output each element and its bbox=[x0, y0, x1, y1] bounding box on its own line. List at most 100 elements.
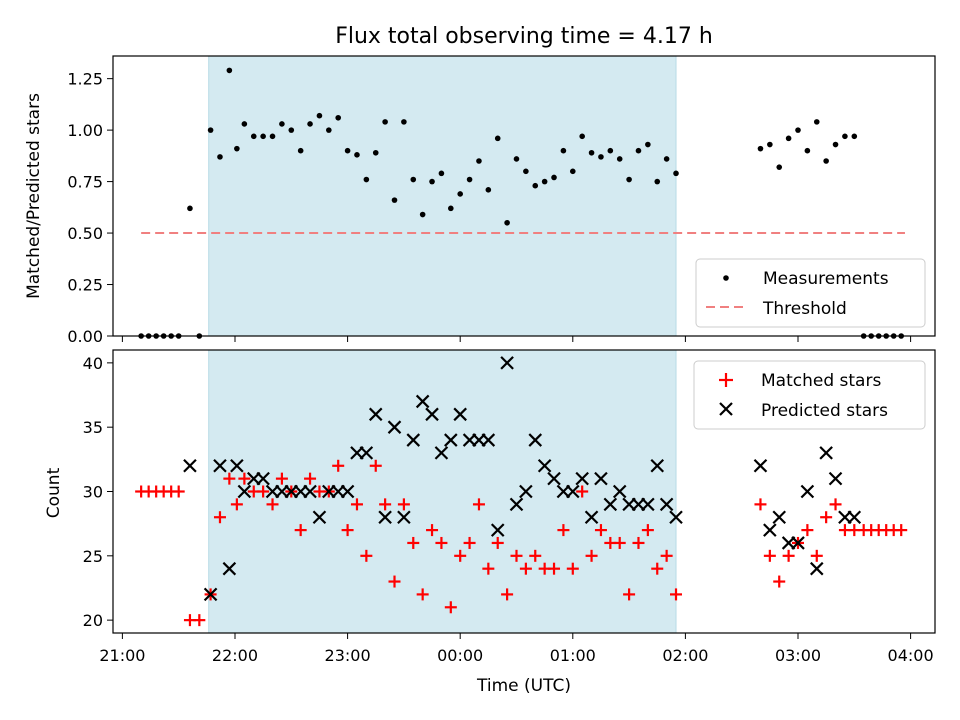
measurement-point bbox=[532, 182, 539, 189]
matched-star-point bbox=[230, 498, 243, 511]
predicted-star-point bbox=[406, 433, 421, 447]
matched-star-point bbox=[350, 498, 363, 511]
predicted-star-point bbox=[528, 433, 543, 447]
matched-star-point bbox=[379, 498, 392, 511]
matched-star-point bbox=[407, 536, 420, 549]
measurement-point bbox=[466, 176, 473, 183]
measurement-point bbox=[504, 219, 510, 226]
predicted-star-point bbox=[800, 484, 815, 499]
measurement-point bbox=[429, 178, 435, 185]
measurement-point bbox=[823, 158, 829, 164]
matched-star-point bbox=[482, 562, 495, 575]
matched-star-point bbox=[754, 498, 767, 511]
matched-star-point bbox=[829, 498, 842, 511]
measurement-point bbox=[391, 197, 398, 203]
measurement-point bbox=[307, 121, 313, 127]
top-legend-box bbox=[695, 258, 926, 328]
measurement-point bbox=[234, 145, 240, 152]
matched-star-point bbox=[304, 472, 317, 485]
x-tick-label: 03:00 bbox=[775, 646, 821, 665]
measurement-point bbox=[523, 168, 529, 175]
measurement-point bbox=[757, 145, 764, 152]
measurement-point bbox=[187, 205, 193, 212]
matched-star-point bbox=[172, 485, 185, 498]
matched-star-point bbox=[632, 536, 645, 549]
measurement-point bbox=[326, 127, 332, 133]
measurement-point bbox=[626, 176, 632, 183]
measurement-point bbox=[382, 119, 388, 125]
predicted-star-point bbox=[509, 497, 524, 512]
predicted-star-point bbox=[490, 523, 505, 537]
chart-title: Flux total observing time = 4.17 h bbox=[335, 24, 713, 49]
predicted-star-point bbox=[659, 497, 674, 512]
predicted-star-point bbox=[203, 587, 218, 602]
measurement-point bbox=[579, 133, 585, 140]
matched-star-point bbox=[576, 485, 589, 498]
measurement-point bbox=[776, 164, 783, 170]
matched-star-point bbox=[585, 549, 598, 562]
predicted-star-point bbox=[603, 497, 618, 512]
bottom-y-tick-label: 30 bbox=[83, 483, 103, 502]
measurement-point bbox=[217, 154, 223, 160]
matched-star-point bbox=[332, 459, 345, 472]
predicted-star-point bbox=[650, 458, 665, 473]
bottom-y-tick-label: 35 bbox=[83, 418, 103, 437]
legend-matched-marker bbox=[719, 373, 733, 387]
measurement-point bbox=[410, 176, 417, 183]
measurement-point bbox=[344, 147, 351, 154]
predicted-star-point bbox=[387, 420, 402, 434]
predicted-star-point bbox=[359, 446, 374, 460]
matched-star-point bbox=[782, 549, 795, 562]
top-y-tick-label: 1.00 bbox=[67, 121, 103, 140]
measurement-point bbox=[635, 147, 642, 154]
measurement-point bbox=[785, 135, 792, 142]
predicted-star-point bbox=[222, 561, 237, 576]
bottom-y-tick-label: 25 bbox=[83, 547, 103, 566]
measurement-point bbox=[335, 114, 342, 121]
bottom-y-ticks: 20 25 30 35 40 bbox=[83, 354, 113, 630]
measurement-point bbox=[401, 119, 407, 125]
measurement-point bbox=[438, 170, 445, 177]
matched-star-point bbox=[651, 562, 664, 575]
bottom-y-tick-label: 40 bbox=[83, 354, 103, 373]
matched-star-point bbox=[454, 549, 467, 562]
measurement-point bbox=[513, 156, 520, 162]
top-y-tick-label: 1.25 bbox=[67, 70, 103, 89]
matched-star-point bbox=[529, 549, 542, 562]
matched-star-point bbox=[801, 524, 814, 537]
measurement-point bbox=[241, 121, 248, 127]
measurement-point bbox=[588, 149, 595, 156]
measurement-point bbox=[372, 149, 379, 156]
measurement-point bbox=[813, 119, 820, 125]
measurement-point bbox=[297, 147, 304, 154]
predicted-star-point bbox=[612, 484, 627, 499]
predicted-star-point bbox=[584, 510, 599, 525]
measurement-point bbox=[485, 187, 492, 193]
measurement-point bbox=[316, 112, 323, 119]
matched-star-point bbox=[895, 524, 908, 537]
predicted-star-point bbox=[819, 446, 833, 460]
bottom-y-tick-label: 20 bbox=[83, 611, 103, 630]
measurement-point bbox=[804, 147, 811, 154]
measurement-point bbox=[832, 141, 839, 148]
bottom-x-ticks: 21:00 22:00 23:00 00:00 01:00 02:00 03:00 04:00 bbox=[99, 633, 934, 665]
predicted-star-point bbox=[237, 484, 252, 499]
matched-star-point bbox=[510, 549, 523, 562]
top-x-ticks bbox=[121, 336, 912, 342]
matched-star-point bbox=[623, 588, 636, 601]
x-tick-label: 01:00 bbox=[550, 646, 596, 665]
top-y-axis-label: Matched/Predicted stars bbox=[24, 93, 44, 299]
matched-star-point bbox=[557, 524, 570, 537]
measurement-point bbox=[250, 133, 257, 140]
measurement-point bbox=[448, 205, 454, 212]
matched-star-point bbox=[294, 524, 307, 537]
top-y-tick-label: 0.00 bbox=[67, 327, 103, 346]
predicted-star-point bbox=[594, 471, 608, 486]
x-tick-label: 23:00 bbox=[325, 646, 371, 665]
matched-star-point bbox=[472, 498, 485, 511]
matched-star-point bbox=[426, 524, 439, 537]
top-shaded-region bbox=[208, 55, 677, 337]
predicted-star-point bbox=[500, 356, 514, 370]
legend-measurements-marker bbox=[723, 275, 729, 281]
